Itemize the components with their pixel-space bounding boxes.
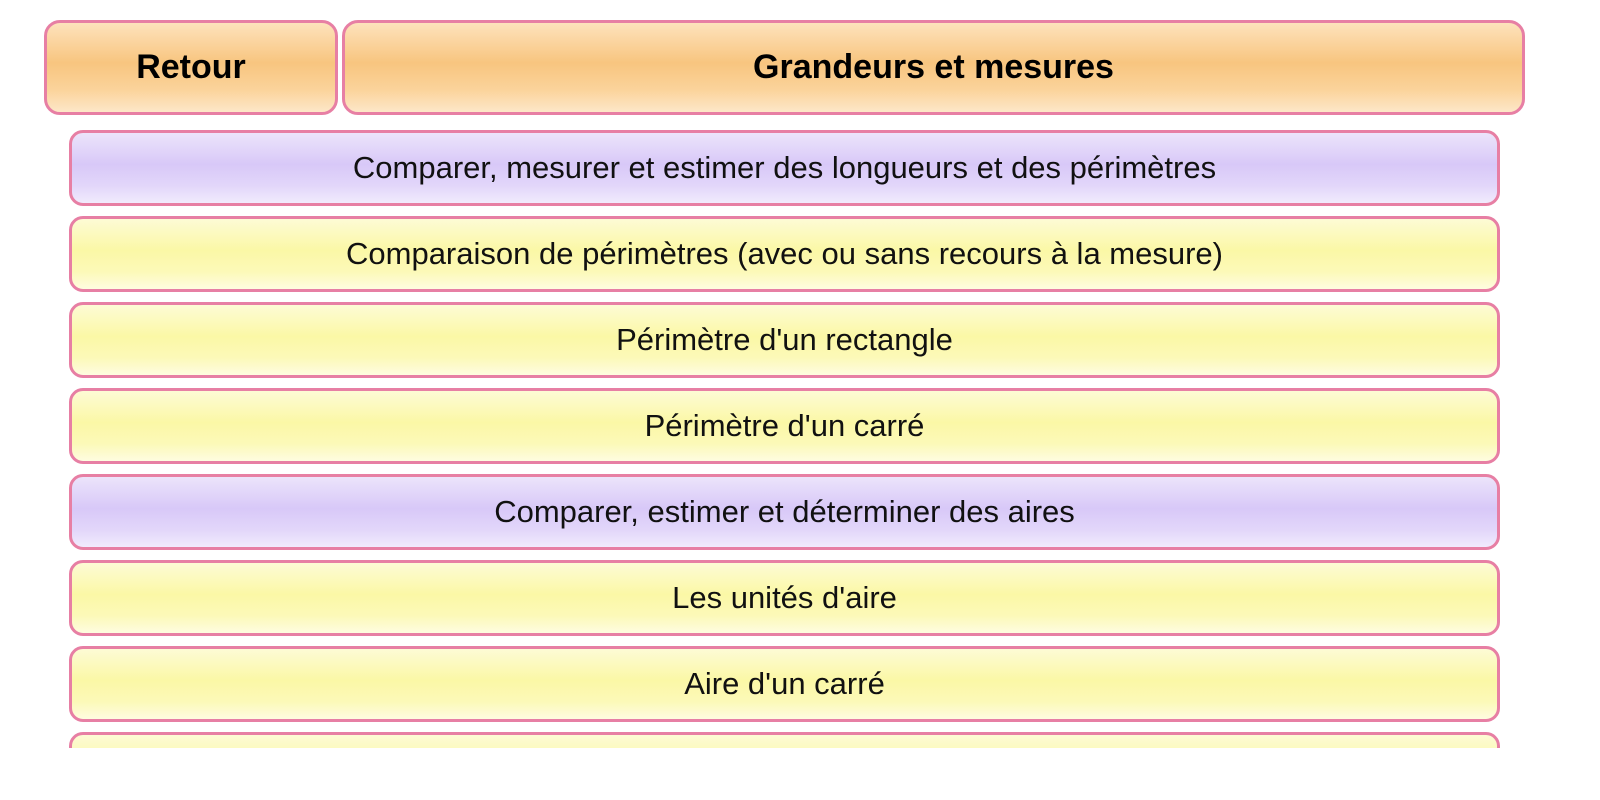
- lesson-item[interactable]: Comparaison de périmètres (avec ou sans …: [69, 216, 1500, 292]
- lesson-item[interactable]: Périmètre d'un rectangle: [69, 302, 1500, 378]
- lesson-item[interactable]: Les unités d'aire: [69, 560, 1500, 636]
- topic-list[interactable]: Comparer, mesurer et estimer des longueu…: [69, 130, 1502, 748]
- back-button[interactable]: Retour: [44, 20, 338, 115]
- section-header-item[interactable]: Comparer, mesurer et estimer des longueu…: [69, 130, 1500, 206]
- section-header-item[interactable]: Comparer, estimer et déterminer des aire…: [69, 474, 1500, 550]
- lesson-item[interactable]: Aire d'un carré: [69, 646, 1500, 722]
- lesson-item[interactable]: [69, 732, 1500, 748]
- page-title: Grandeurs et mesures: [342, 20, 1525, 115]
- lesson-item[interactable]: Périmètre d'un carré: [69, 388, 1500, 464]
